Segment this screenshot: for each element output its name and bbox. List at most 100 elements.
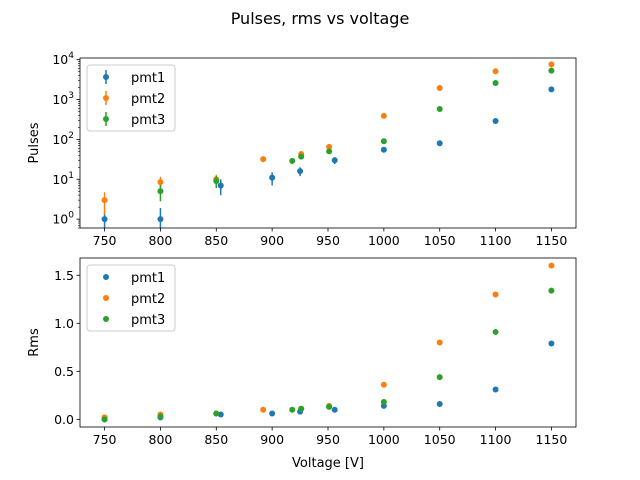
y-tick-label-base: 10 xyxy=(52,172,68,187)
y-tick-label: 0.5 xyxy=(54,364,74,379)
y-tick-label: 1.0 xyxy=(54,316,74,331)
x-tick-label: 1000 xyxy=(368,233,400,248)
y-tick-label-base: 10 xyxy=(52,212,68,227)
data-point xyxy=(492,117,499,124)
data-point xyxy=(326,403,333,410)
y-tick-label-base: 10 xyxy=(52,132,68,147)
data-point xyxy=(157,179,164,186)
legend-box xyxy=(86,64,176,132)
series-pmt1 xyxy=(101,86,555,228)
y-axis-label: Pulses xyxy=(27,122,42,163)
data-point xyxy=(331,157,338,164)
legend-marker xyxy=(103,274,109,280)
data-point xyxy=(380,381,387,388)
legend-label: pmt3 xyxy=(131,113,165,128)
x-tick-label: 1150 xyxy=(536,432,568,447)
y-tick-label-exponent: 1 xyxy=(68,171,74,181)
y-tick-label: 103 xyxy=(52,91,74,107)
legend-label: pmt2 xyxy=(131,292,165,307)
legend-marker xyxy=(103,116,109,122)
axes-frame xyxy=(79,257,577,428)
data-point xyxy=(326,143,333,150)
y-tick-label-exponent: 0 xyxy=(68,211,74,221)
y-tick-label-exponent: 3 xyxy=(68,91,74,101)
rms-subplot: 750 800 850 900 950 1000 1050 1100 1150 0.0 0.5 1.0… xyxy=(27,257,577,471)
data-point xyxy=(380,138,387,145)
data-point xyxy=(260,156,267,163)
x-tick-label: 750 xyxy=(93,432,117,447)
data-point xyxy=(492,328,499,335)
x-tick-label: 1100 xyxy=(480,233,512,248)
data-point xyxy=(548,86,555,93)
data-point xyxy=(492,291,499,298)
x-tick-label: 1050 xyxy=(424,432,456,447)
legend-marker xyxy=(103,295,109,301)
data-point xyxy=(436,374,443,381)
y-tick-label: 100 xyxy=(52,211,74,227)
data-point xyxy=(326,148,333,155)
legend-label: pmt1 xyxy=(131,271,165,286)
x-tick-label: 800 xyxy=(149,432,173,447)
x-tick-label: 850 xyxy=(204,432,228,447)
x-tick-label: 950 xyxy=(316,432,340,447)
data-point xyxy=(217,182,224,189)
legend-label: pmt3 xyxy=(131,313,165,328)
x-tick-label: 800 xyxy=(149,233,173,248)
data-point xyxy=(436,400,443,407)
data-point xyxy=(269,174,276,181)
x-tick-label: 850 xyxy=(204,233,228,248)
data-point xyxy=(436,105,443,112)
y-tick-label-exponent: 2 xyxy=(68,131,74,141)
x-tick-label: 900 xyxy=(260,432,284,447)
data-point xyxy=(157,188,164,195)
data-point xyxy=(492,386,499,393)
data-point xyxy=(101,197,108,204)
x-tick-label: 900 xyxy=(260,233,284,248)
data-point xyxy=(380,399,387,406)
y-tick-label-base: 10 xyxy=(52,92,68,107)
data-point xyxy=(492,68,499,75)
y-tick-label: 104 xyxy=(52,51,74,67)
data-point xyxy=(436,84,443,91)
legend-label: pmt2 xyxy=(131,92,165,107)
data-point xyxy=(436,140,443,147)
series-pmt3 xyxy=(157,67,555,202)
x-tick-label: 1000 xyxy=(368,432,400,447)
y-tick-label-exponent: 4 xyxy=(68,51,74,61)
y-tick-label: 101 xyxy=(52,171,74,187)
data-point xyxy=(101,416,108,423)
series-pmt2 xyxy=(101,61,555,215)
y-axis-label: Rms xyxy=(27,328,42,357)
data-point xyxy=(548,262,555,269)
legend-label: pmt1 xyxy=(131,71,165,86)
x-tick-label: 950 xyxy=(316,233,340,248)
data-point xyxy=(260,406,267,413)
data-point xyxy=(436,339,443,346)
data-point xyxy=(548,340,555,347)
x-tick-label: 1100 xyxy=(480,432,512,447)
data-point xyxy=(548,61,555,68)
data-point xyxy=(157,413,164,420)
x-axis-label: Voltage [V] xyxy=(292,456,364,471)
legend-marker xyxy=(103,95,109,101)
series-pmt3 xyxy=(101,287,555,423)
data-point xyxy=(101,216,108,223)
data-point xyxy=(380,146,387,153)
y-tick-label: 102 xyxy=(52,131,74,147)
data-point xyxy=(548,67,555,74)
data-point xyxy=(298,153,305,160)
y-tick-label: 1.5 xyxy=(54,268,74,283)
data-point xyxy=(217,411,224,418)
data-point xyxy=(380,112,387,119)
data-point xyxy=(157,216,164,223)
data-point xyxy=(269,410,276,417)
legend-marker xyxy=(103,316,109,322)
series-pmt1 xyxy=(101,340,555,423)
data-point xyxy=(297,168,304,175)
data-point xyxy=(213,410,220,417)
axes-frame xyxy=(79,57,577,229)
data-point xyxy=(331,406,338,413)
y-tick-label-base: 10 xyxy=(52,52,68,67)
data-point xyxy=(289,406,296,413)
